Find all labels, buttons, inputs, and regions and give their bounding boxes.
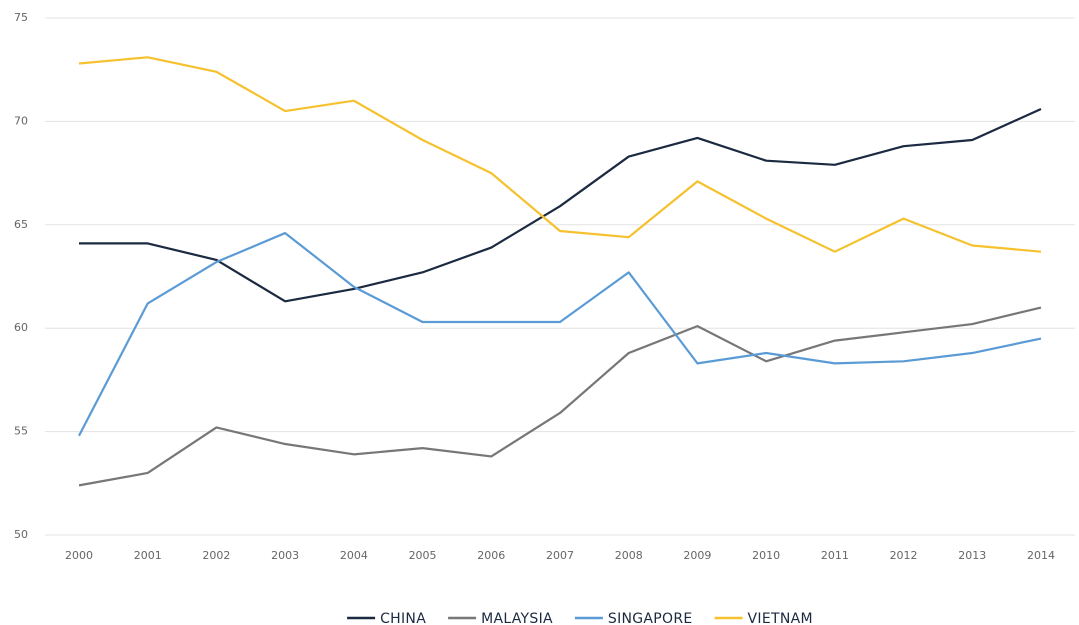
x-tick-label: 2001	[134, 549, 162, 562]
x-tick-label: 2009	[683, 549, 711, 562]
y-tick-label: 70	[14, 114, 28, 127]
legend-label: SINGAPORE	[608, 611, 693, 625]
x-tick-label: 2010	[752, 549, 780, 562]
x-tick-label: 2008	[615, 549, 643, 562]
x-tick-label: 2002	[202, 549, 230, 562]
x-tick-label: 2000	[65, 549, 93, 562]
x-tick-label: 2011	[821, 549, 849, 562]
legend-label: MALAYSIA	[481, 611, 553, 625]
series-line	[78, 56, 1042, 253]
x-tick-label: 2005	[409, 549, 437, 562]
y-tick-label: 65	[14, 218, 28, 231]
x-tick-label: 2013	[958, 549, 986, 562]
x-tick-label: 2006	[477, 549, 505, 562]
x-tick-label: 2004	[340, 549, 368, 562]
y-tick-label: 60	[14, 321, 28, 334]
legend-label: VIETNAM	[748, 611, 813, 625]
y-tick-label: 55	[14, 425, 28, 438]
legend-label: CHINA	[380, 611, 426, 625]
x-tick-label: 2014	[1027, 549, 1055, 562]
x-tick-label: 2003	[271, 549, 299, 562]
series-line	[78, 231, 1042, 437]
y-tick-label: 75	[14, 11, 28, 24]
x-tick-label: 2007	[546, 549, 574, 562]
legend: CHINA MALAYSIA SINGAPORE VIETNAM	[347, 611, 813, 625]
x-tick-label: 2012	[890, 549, 918, 562]
series-line	[78, 306, 1042, 487]
series-line	[79, 107, 1042, 303]
y-tick-label: 50	[14, 528, 28, 541]
